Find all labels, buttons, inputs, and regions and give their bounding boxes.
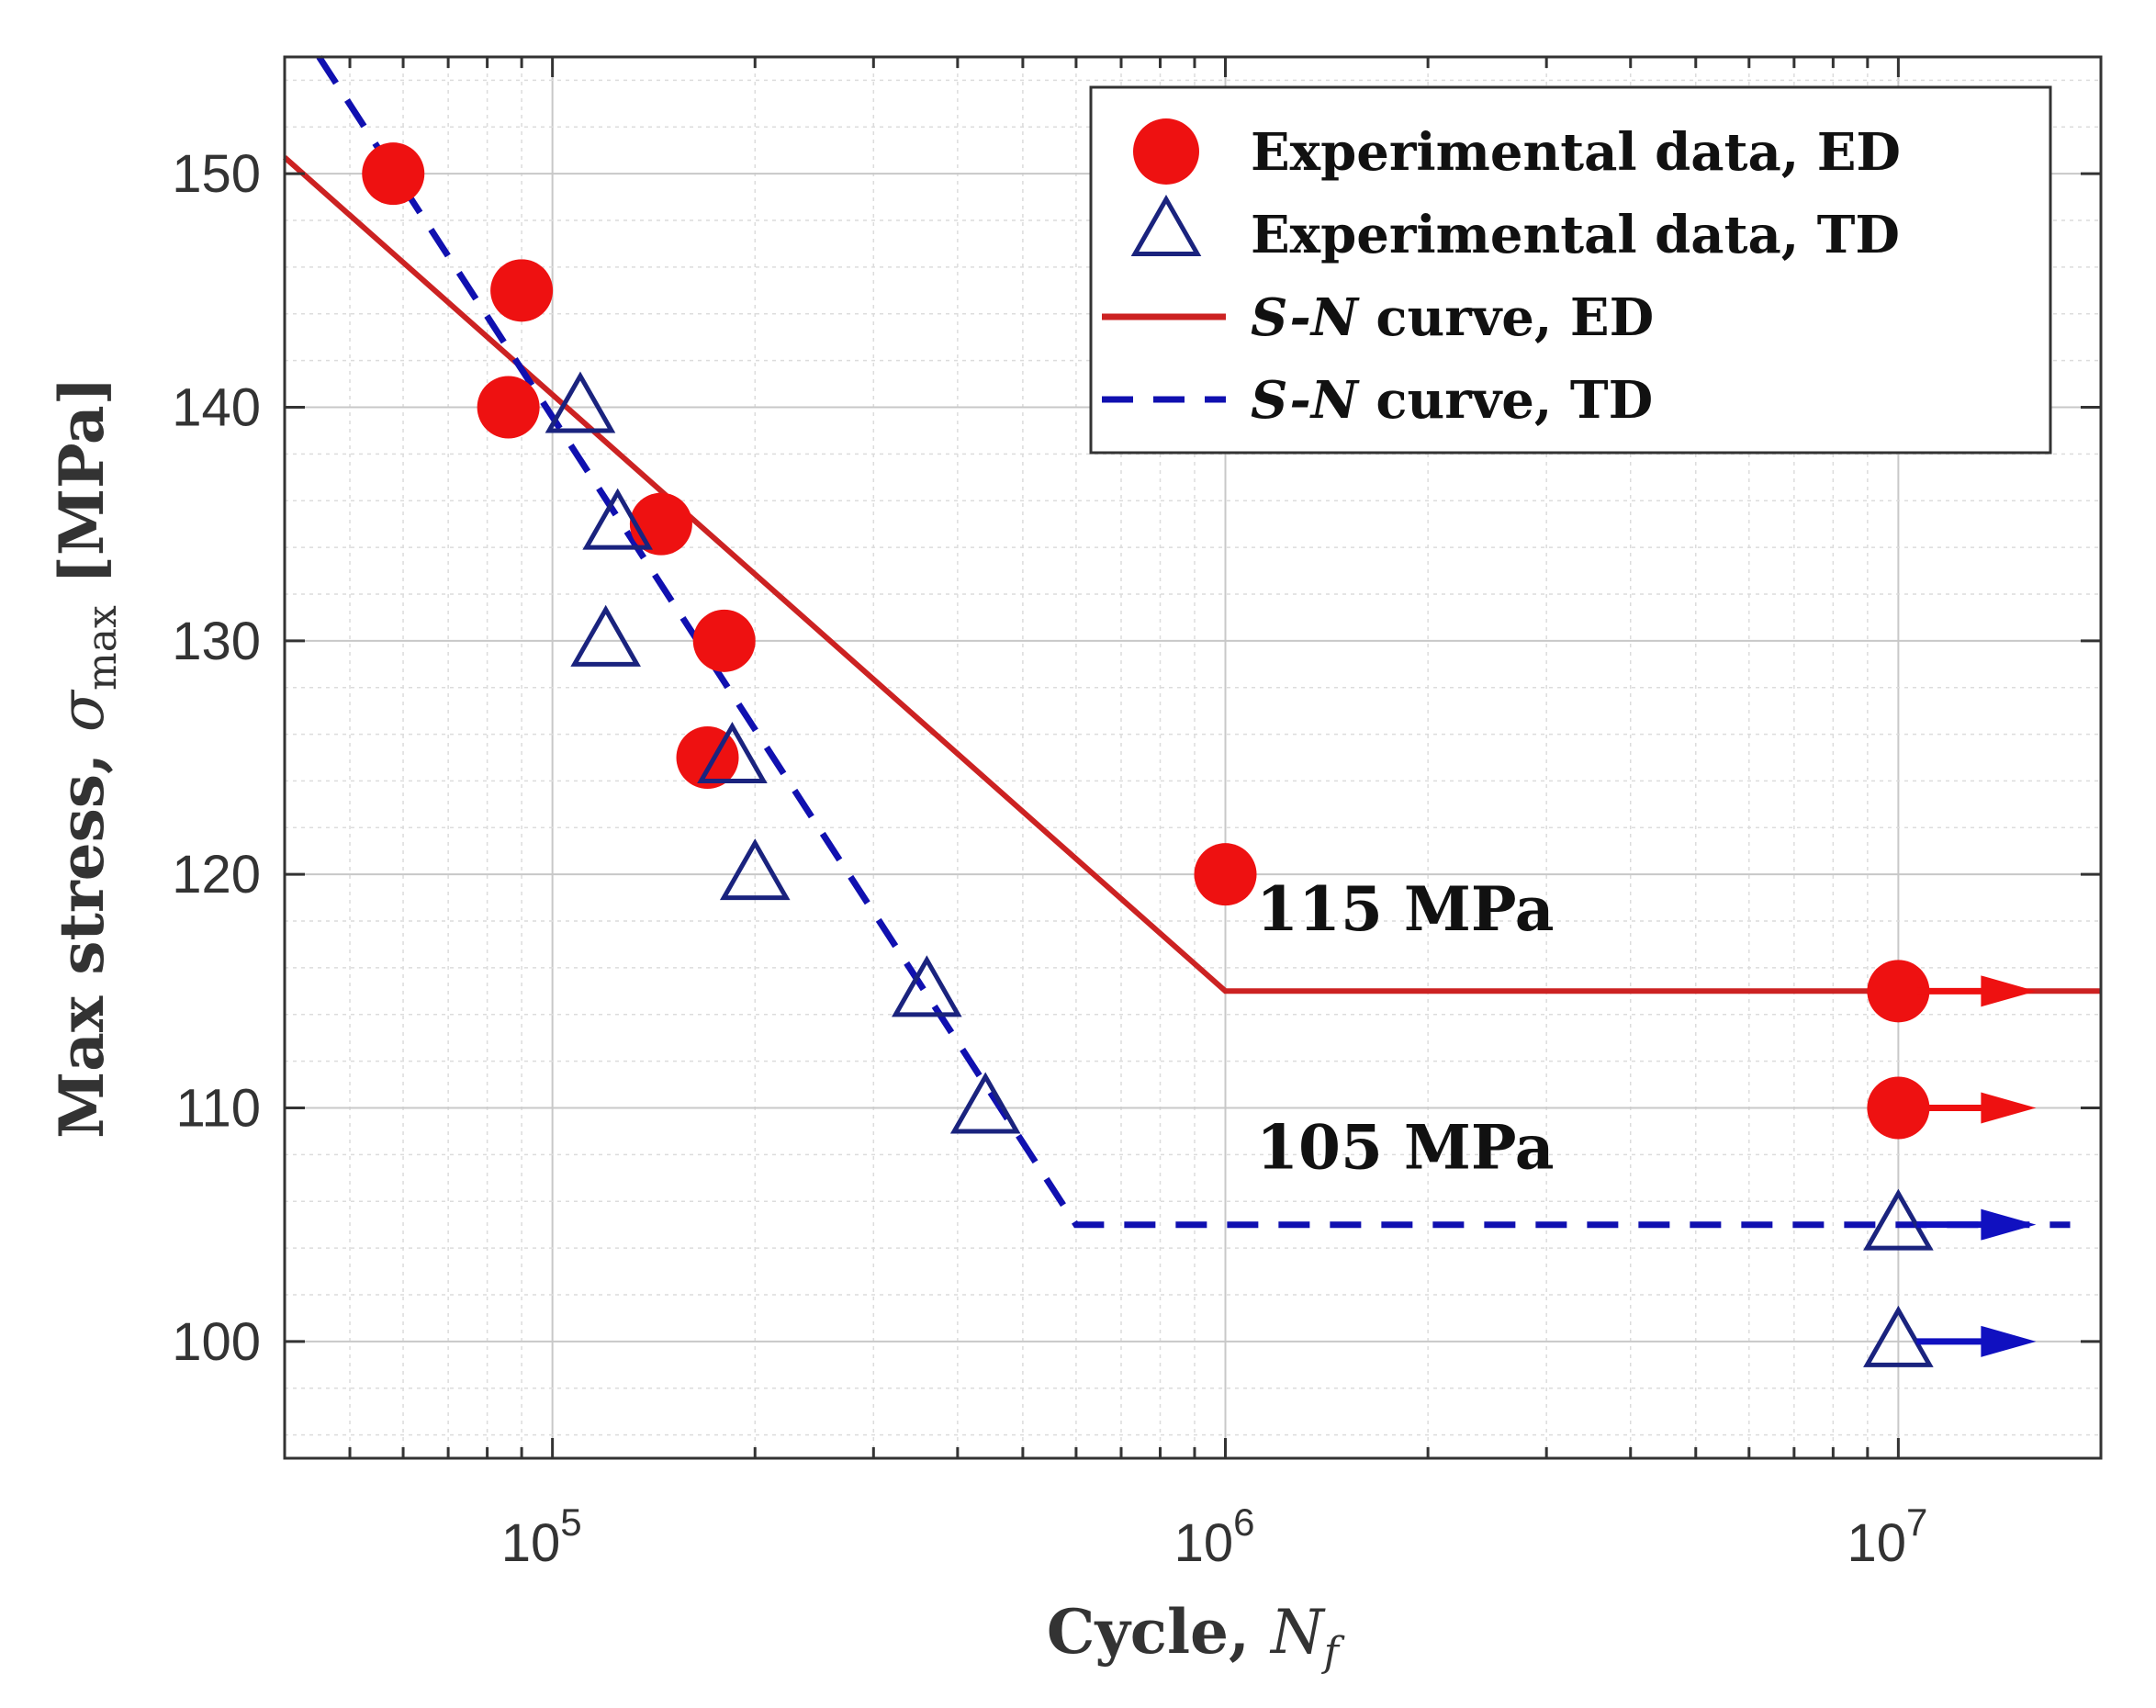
legend: Experimental data, ED Experimental data, … [1089, 85, 2052, 455]
data-point-td [949, 1072, 1021, 1134]
data-point-td [892, 955, 962, 1017]
data-point-ed [490, 259, 554, 322]
x-tick-label: 107 [1847, 1500, 1927, 1573]
data-markers [362, 142, 1934, 1367]
curves [283, 55, 2101, 1229]
data-point-ed [1867, 1076, 1930, 1140]
data-point-ed [362, 142, 425, 206]
runout-arrows [1916, 975, 2037, 1357]
threshold-label: 105 MPa [1256, 1112, 1554, 1184]
y-axis-title: Max stress, σmax [MPa] [46, 376, 126, 1139]
y-tick-label: 150 [172, 144, 261, 204]
y-tick-label: 100 [172, 1312, 261, 1372]
sn-curve-ed [283, 155, 2101, 994]
y-tick-label: 140 [172, 378, 261, 438]
data-point-td [545, 371, 616, 433]
data-point-td [697, 721, 768, 783]
annotations: 115 MPa 105 MPa [1256, 873, 1554, 1183]
data-point-td [570, 604, 641, 667]
data-point-ed [477, 376, 540, 439]
y-tick-label: 120 [172, 845, 261, 905]
data-point-td [1863, 1188, 1934, 1251]
legend-label: Experimental data, ED [1251, 122, 1901, 183]
y-tick-label: 110 [176, 1079, 261, 1139]
data-point-td [1863, 1305, 1934, 1367]
legend-box [1089, 85, 2052, 455]
y-tick-label: 130 [172, 612, 261, 671]
sn-curve-td [316, 55, 2071, 1229]
data-point-td [582, 488, 653, 550]
data-point-ed [692, 609, 756, 672]
runout-arrow-head [1981, 1208, 2037, 1241]
plot-frame [283, 55, 2103, 1460]
x-tick-label: 106 [1174, 1500, 1255, 1573]
data-point-ed [1867, 960, 1930, 1023]
runout-arrow-head [1981, 1325, 2037, 1357]
x-axis-title: Cycle, Nf [1047, 1596, 1345, 1676]
data-point-td [719, 838, 791, 901]
legend-marker-td [1130, 194, 1202, 256]
data-point-ed [1194, 843, 1257, 906]
threshold-label: 115 MPa [1256, 873, 1554, 945]
runout-arrow-head [1981, 975, 2037, 1007]
legend-label: S-N curve, ED [1251, 287, 1654, 348]
x-tick-label: 105 [501, 1500, 582, 1573]
legend-label: S-N curve, TD [1251, 370, 1653, 431]
legend-marker-ed [1133, 118, 1199, 185]
axis-ticks: 105 106 107 100 110 120 130 140 150 [172, 57, 2103, 1573]
legend-label: Experimental data, TD [1251, 205, 1900, 265]
runout-arrow-head [1981, 1092, 2037, 1124]
